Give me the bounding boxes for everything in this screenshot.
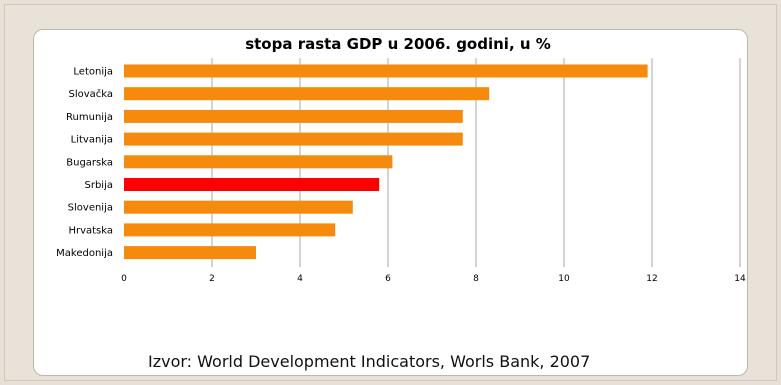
category-label: Makedonija bbox=[56, 248, 113, 259]
category-label: Litvanija bbox=[71, 135, 113, 146]
chart-title: stopa rasta GDP u 2006. godini, u % bbox=[245, 35, 551, 53]
category-label: Letonija bbox=[73, 67, 113, 78]
category-label: Slovačka bbox=[68, 88, 113, 100]
x-tick-label: 0 bbox=[121, 274, 127, 284]
bar-1 bbox=[124, 87, 490, 101]
category-label: Rumunija bbox=[66, 112, 113, 123]
bar-0 bbox=[124, 64, 648, 78]
bar-3 bbox=[124, 132, 463, 146]
bar-6 bbox=[124, 200, 353, 214]
x-tick-label: 10 bbox=[558, 274, 570, 284]
bar-2 bbox=[124, 109, 463, 123]
category-label: Slovenija bbox=[68, 203, 113, 214]
x-tick-label: 6 bbox=[385, 274, 391, 284]
category-label: Bugarska bbox=[66, 157, 113, 168]
x-tick-label: 4 bbox=[297, 274, 303, 284]
bar-8 bbox=[124, 246, 256, 260]
bar-4 bbox=[124, 155, 393, 169]
x-tick-labels: 0 2 4 6 8 10 12 14 bbox=[121, 274, 746, 284]
x-tick-label: 2 bbox=[209, 274, 215, 284]
category-label: Hrvatska bbox=[68, 225, 113, 236]
bar-5 bbox=[124, 178, 380, 191]
category-labels: Letonija Slovačka Rumunija Litvanija Bugarsk… bbox=[56, 67, 113, 260]
x-tick-label: 12 bbox=[646, 274, 657, 284]
bar-7 bbox=[124, 223, 336, 237]
category-label: Srbija bbox=[85, 180, 114, 191]
source-note: Izvor: World Development Indicators, Wor… bbox=[148, 352, 591, 371]
bars bbox=[124, 64, 648, 260]
x-tick-label: 8 bbox=[473, 274, 479, 284]
x-tick-label: 14 bbox=[734, 274, 746, 284]
